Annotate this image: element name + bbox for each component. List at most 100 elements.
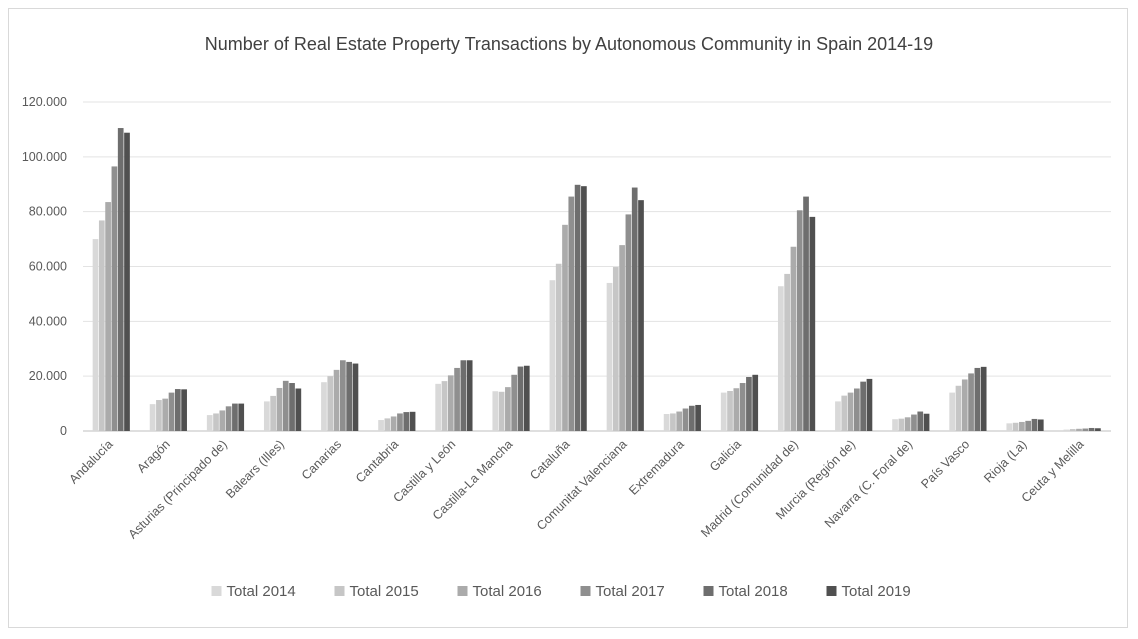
bar bbox=[555, 263, 562, 431]
x-tick-label: Balears (Illes) bbox=[223, 437, 287, 501]
bar bbox=[663, 414, 670, 431]
bar bbox=[219, 410, 226, 431]
bar bbox=[847, 392, 854, 431]
bar bbox=[232, 403, 238, 431]
bar bbox=[270, 395, 276, 431]
x-tick-label: Madrid (Comunidad de) bbox=[698, 437, 801, 540]
bar bbox=[568, 196, 575, 431]
bar bbox=[955, 385, 962, 431]
bar bbox=[752, 374, 759, 431]
legend-item: Total 2019 bbox=[826, 583, 911, 600]
bar bbox=[631, 187, 638, 431]
bar bbox=[206, 415, 213, 431]
bar bbox=[105, 202, 111, 431]
x-tick-label: Asturias (Principado de) bbox=[126, 437, 230, 541]
bar bbox=[784, 273, 790, 431]
bar bbox=[466, 360, 473, 431]
bar bbox=[435, 383, 442, 431]
bar bbox=[1076, 428, 1082, 431]
bar bbox=[181, 389, 187, 431]
bar bbox=[682, 408, 689, 431]
bar bbox=[796, 210, 803, 431]
bar bbox=[352, 363, 359, 431]
bar bbox=[517, 366, 524, 431]
bar bbox=[1082, 428, 1089, 431]
bar bbox=[923, 413, 930, 431]
bar bbox=[156, 400, 162, 431]
bar bbox=[321, 382, 327, 431]
x-tick-label: Cantabria bbox=[353, 437, 401, 485]
y-tick-label: 120.000 bbox=[22, 95, 67, 109]
x-tick-label: Rioja (La) bbox=[981, 437, 1029, 485]
bar bbox=[606, 282, 613, 431]
bar bbox=[860, 381, 866, 431]
bar bbox=[898, 418, 905, 431]
bar bbox=[854, 388, 860, 431]
bar bbox=[238, 403, 245, 431]
bar bbox=[974, 367, 981, 431]
legend-item: Total 2017 bbox=[580, 583, 665, 600]
bar bbox=[282, 380, 289, 431]
bar bbox=[92, 239, 99, 431]
bar bbox=[447, 375, 454, 431]
legend-swatch bbox=[457, 586, 468, 596]
bar bbox=[111, 166, 118, 431]
bar bbox=[835, 401, 841, 431]
bar bbox=[390, 416, 397, 431]
x-tick-label: Galicia bbox=[707, 437, 744, 474]
bar bbox=[346, 361, 352, 431]
legend-item: Total 2016 bbox=[457, 583, 542, 600]
legend-swatch bbox=[334, 586, 345, 596]
bar bbox=[949, 392, 956, 431]
bar bbox=[98, 220, 105, 431]
bar bbox=[1025, 420, 1032, 431]
legend-label: Total 2015 bbox=[350, 583, 419, 600]
bar bbox=[803, 196, 809, 431]
bar bbox=[333, 369, 340, 431]
x-tick-label: Aragón bbox=[134, 437, 172, 475]
bar bbox=[505, 387, 511, 431]
bar bbox=[511, 374, 518, 431]
bar bbox=[917, 411, 924, 431]
y-tick-label: 60.000 bbox=[29, 260, 67, 274]
bar bbox=[124, 132, 130, 431]
legend: Total 2014 Total 2015 Total 2016 Total 2017… bbox=[211, 583, 911, 600]
y-axis: 0 20.000 40.000 60.000 80.000 100.000 120.000 bbox=[22, 95, 67, 438]
bar bbox=[1006, 423, 1013, 431]
bar bbox=[866, 378, 873, 431]
bar bbox=[695, 404, 701, 431]
legend-label: Total 2016 bbox=[473, 583, 542, 600]
bar bbox=[397, 413, 403, 431]
legend-label: Total 2019 bbox=[842, 583, 911, 600]
bar bbox=[409, 411, 416, 431]
bar bbox=[498, 391, 505, 431]
x-tick-label: Canarias bbox=[299, 437, 344, 482]
bar bbox=[720, 392, 727, 431]
bar bbox=[225, 406, 232, 431]
bar bbox=[174, 389, 181, 431]
bar bbox=[612, 267, 619, 431]
bar bbox=[911, 414, 917, 431]
bar bbox=[1037, 419, 1044, 431]
bar bbox=[746, 376, 752, 431]
bar bbox=[1019, 421, 1025, 431]
legend-swatch bbox=[826, 586, 837, 596]
chart-frame: Number of Real Estate Property Transacti… bbox=[8, 8, 1128, 628]
bar bbox=[676, 411, 683, 431]
bar bbox=[492, 391, 499, 431]
legend-item: Total 2015 bbox=[334, 583, 419, 600]
y-tick-label: 40.000 bbox=[29, 314, 67, 328]
x-tick-label: Andalucía bbox=[66, 437, 115, 486]
bar bbox=[378, 420, 384, 431]
bar bbox=[1012, 422, 1019, 431]
x-tick-label: País Vasco bbox=[918, 437, 972, 491]
bar bbox=[403, 412, 410, 431]
bar bbox=[739, 383, 746, 431]
bar bbox=[790, 246, 797, 431]
legend-swatch bbox=[211, 586, 222, 596]
bar bbox=[168, 392, 175, 431]
bar bbox=[841, 395, 848, 431]
legend-label: Total 2017 bbox=[596, 583, 665, 600]
bar bbox=[809, 216, 816, 431]
